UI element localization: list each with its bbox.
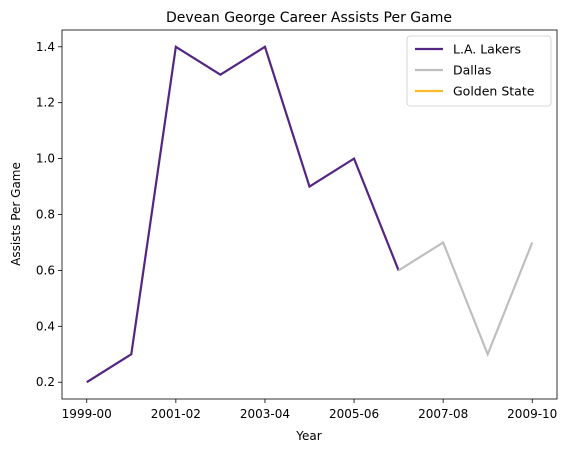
series-line-1	[398, 240, 534, 358]
legend-label: Dallas	[453, 63, 491, 78]
y-axis-label: Assists Per Game	[9, 162, 23, 266]
legend: L.A. Lakers Dallas Golden State	[406, 35, 552, 107]
legend-label: L.A. Lakers	[453, 42, 521, 57]
chart-title: Devean George Career Assists Per Game	[166, 10, 452, 26]
y-tick-label: 1.4	[36, 40, 55, 54]
legend-box	[406, 35, 552, 107]
x-tick-label: 2003-04	[240, 407, 290, 421]
x-tick-label: 2007-08	[418, 407, 468, 421]
x-tick-label: 2001-02	[151, 407, 201, 421]
x-axis-ticks: 1999-00 2001-02 2003-04 2005-06 2007-08 2009-…	[62, 399, 557, 421]
x-tick-label: 1999-00	[62, 407, 112, 421]
y-tick-label: 0.8	[36, 208, 55, 222]
legend-label: Golden State	[453, 84, 535, 99]
y-tick-label: 0.6	[36, 263, 55, 277]
x-tick-label: 2005-06	[329, 407, 379, 421]
y-tick-label: 1.2	[36, 96, 55, 110]
y-tick-label: 1.0	[36, 152, 55, 166]
series-layer	[86, 44, 534, 384]
y-tick-label: 0.2	[36, 375, 55, 389]
x-axis-label: Year	[295, 429, 321, 443]
y-axis-ticks: 0.2 0.4 0.6 0.8 1.0 1.2 1.4	[36, 40, 62, 389]
x-tick-label: 2009-10	[507, 407, 557, 421]
y-tick-label: 0.4	[36, 319, 55, 333]
series-line-0	[86, 44, 400, 384]
